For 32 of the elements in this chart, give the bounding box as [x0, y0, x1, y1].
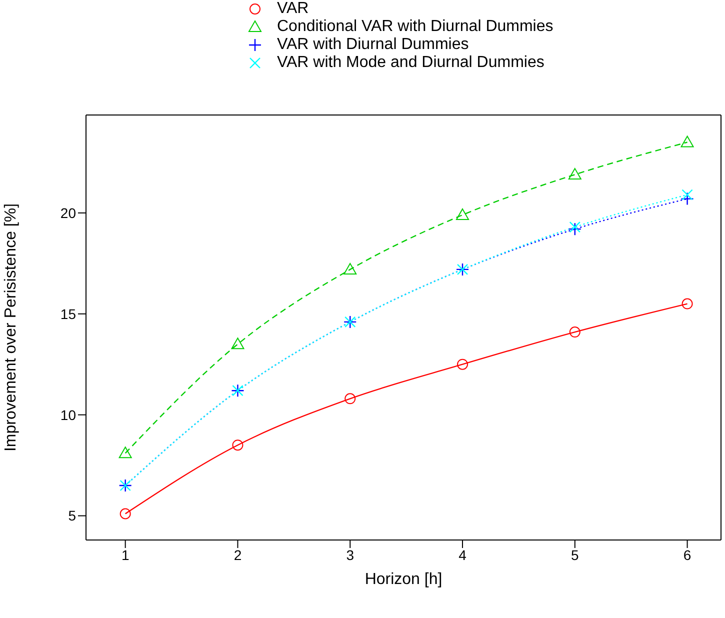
x-tick-label: 5	[570, 546, 579, 563]
x-tick-label: 1	[121, 546, 130, 563]
legend-label: VAR with Mode and Diurnal Dummies	[277, 54, 544, 72]
point	[344, 262, 357, 274]
point	[682, 298, 693, 310]
point	[456, 208, 470, 220]
legend-label: Conditional VAR with Diurnal Dummies	[277, 18, 554, 36]
x-tick-label: 6	[683, 546, 692, 563]
point	[569, 326, 580, 338]
point	[120, 508, 131, 520]
x-axis-title: Horizon [h]	[364, 571, 442, 588]
point	[682, 189, 693, 200]
point	[568, 222, 582, 236]
y-tick-label: 10	[60, 406, 76, 423]
point	[680, 192, 694, 206]
y-tick-label: 20	[60, 204, 76, 221]
y-tick-label: 15	[60, 306, 76, 322]
x-tick-label: 4	[458, 546, 467, 563]
point	[344, 393, 356, 404]
legend-label: VAR with Diurnal Dummies	[277, 36, 469, 54]
legend-label: VAR	[277, 0, 309, 18]
point	[457, 358, 468, 370]
point	[118, 446, 132, 458]
point	[232, 440, 244, 451]
x-tick-label: 2	[234, 546, 242, 563]
point	[569, 221, 580, 233]
y-tick-label: 5	[68, 508, 76, 524]
point	[568, 168, 582, 180]
point	[231, 338, 244, 350]
y-axis-title: Improvement over Perisistence [%]	[2, 203, 20, 452]
x-tick-label: 3	[346, 546, 354, 563]
point	[680, 136, 694, 148]
